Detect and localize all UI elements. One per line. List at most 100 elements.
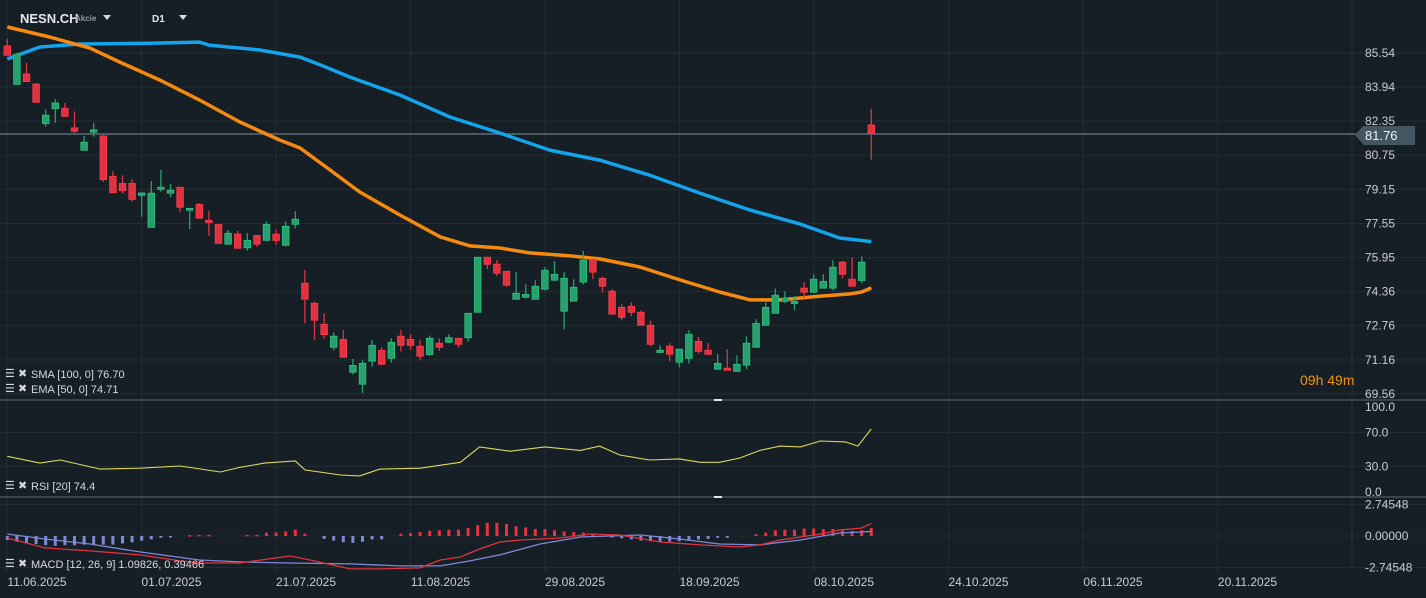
macd-histogram-bar bbox=[418, 531, 422, 536]
date-tick-label: 11.08.2025 bbox=[411, 575, 470, 589]
candle bbox=[493, 259, 501, 276]
candle-body bbox=[560, 277, 568, 312]
candle bbox=[99, 134, 107, 182]
candle bbox=[22, 63, 31, 82]
candle bbox=[579, 251, 587, 285]
macd-histogram-bar bbox=[725, 536, 729, 538]
timeframe-selector[interactable]: D1 bbox=[152, 14, 165, 25]
macd-histogram-bar bbox=[399, 533, 403, 536]
rsi-label: RSI [20] 74.4 bbox=[31, 481, 95, 493]
macd-histogram-bar bbox=[245, 534, 249, 537]
price-tick-label: 71.16 bbox=[1365, 353, 1395, 367]
price-tick-label: 74.36 bbox=[1365, 285, 1395, 299]
macd-histogram-bar bbox=[101, 536, 105, 545]
macd-histogram-bar bbox=[92, 536, 96, 545]
candle-body bbox=[646, 324, 655, 345]
macd-histogram-bar bbox=[265, 532, 268, 536]
pane-resize-handle[interactable] bbox=[714, 496, 722, 498]
macd-histogram-bar bbox=[697, 536, 700, 540]
macd-histogram-bar bbox=[25, 536, 28, 543]
candle bbox=[762, 302, 770, 326]
settings-icon[interactable]: ☰ bbox=[5, 480, 15, 492]
macd-histogram-bar bbox=[476, 525, 480, 536]
ema-line bbox=[6, 25, 872, 302]
candle-body bbox=[714, 362, 722, 370]
legend-ema: ☰ ✖ EMA [50, 0] 74.71 bbox=[5, 383, 118, 396]
macd-histogram-bar bbox=[533, 529, 537, 536]
candle-body bbox=[262, 223, 271, 241]
rsi-pane bbox=[7, 428, 872, 477]
price-axis[interactable]: 85.54 83.94 82.35 80.75 79.15 77.55 75.95 74.36… bbox=[1365, 46, 1413, 575]
candle-body bbox=[272, 233, 280, 241]
price-tick-label: 72.76 bbox=[1365, 319, 1395, 333]
pane-resize-handle[interactable] bbox=[714, 399, 722, 401]
macd-histogram-bar bbox=[293, 529, 297, 536]
candle-body bbox=[570, 286, 578, 302]
candle bbox=[425, 335, 434, 356]
remove-icon[interactable]: ✖ bbox=[18, 480, 27, 492]
macd-histogram-bar bbox=[773, 530, 777, 536]
macd-histogram-bar bbox=[706, 536, 710, 539]
candle bbox=[560, 272, 568, 330]
candle bbox=[714, 354, 722, 370]
sma-line bbox=[6, 40, 872, 244]
rsi-tick-label: 70.0 bbox=[1365, 426, 1389, 440]
macd-histogram-bar bbox=[457, 529, 460, 536]
candle bbox=[723, 349, 731, 371]
candle-body bbox=[627, 305, 635, 313]
macd-histogram-bar bbox=[284, 531, 288, 536]
candle-body bbox=[214, 223, 223, 244]
settings-icon[interactable]: ☰ bbox=[5, 558, 15, 570]
candle bbox=[137, 192, 146, 217]
macd-tick-label: 0.00000 bbox=[1365, 529, 1409, 543]
candle bbox=[416, 340, 424, 361]
candle bbox=[502, 270, 511, 287]
candle-body bbox=[848, 278, 856, 287]
remove-icon[interactable]: ✖ bbox=[18, 368, 27, 380]
candle-body bbox=[147, 192, 155, 228]
candle bbox=[550, 261, 559, 281]
candle bbox=[858, 256, 866, 284]
candle bbox=[90, 122, 98, 137]
macd-histogram-bar bbox=[207, 534, 211, 537]
settings-icon[interactable]: ☰ bbox=[5, 383, 15, 395]
macd-histogram-bar bbox=[629, 536, 633, 540]
candle bbox=[42, 109, 50, 127]
candle bbox=[243, 233, 251, 251]
symbol-dropdown-icon[interactable] bbox=[103, 15, 111, 20]
date-tick-label: 06.11.2025 bbox=[1083, 575, 1142, 589]
candle bbox=[272, 229, 280, 245]
candle bbox=[13, 52, 21, 85]
candle bbox=[771, 288, 779, 314]
macd-histogram-bar bbox=[322, 536, 326, 539]
candle-body bbox=[464, 312, 472, 339]
date-tick-label: 20.11.2025 bbox=[1218, 575, 1277, 589]
candle-body bbox=[358, 362, 367, 385]
ema-label: EMA [50, 0] 74.71 bbox=[31, 384, 118, 396]
candle bbox=[435, 338, 443, 351]
macd-tick-label: -2.74548 bbox=[1365, 561, 1413, 575]
settings-icon[interactable]: ☰ bbox=[5, 368, 15, 380]
candle-body bbox=[233, 233, 242, 249]
candle-body bbox=[512, 292, 520, 300]
candle bbox=[618, 304, 626, 321]
candle bbox=[790, 296, 799, 311]
candle bbox=[176, 186, 184, 212]
candle bbox=[118, 175, 127, 194]
candle-body bbox=[118, 182, 127, 192]
remove-icon[interactable]: ✖ bbox=[18, 558, 27, 570]
time-axis[interactable]: 11.06.2025 01.07.2025 21.07.2025 11.08.2025… bbox=[7, 575, 1277, 589]
symbol-name[interactable]: NESN.CH bbox=[20, 11, 79, 26]
macd-histogram-bar bbox=[255, 534, 259, 537]
candle-body bbox=[771, 294, 779, 314]
candle-body bbox=[320, 323, 328, 336]
macd-histogram-bar bbox=[687, 536, 691, 541]
candle-body bbox=[205, 219, 213, 224]
candle-body bbox=[70, 127, 79, 132]
macd-histogram-bar bbox=[716, 536, 720, 538]
remove-icon[interactable]: ✖ bbox=[18, 383, 27, 395]
rsi-line bbox=[7, 428, 872, 477]
timeframe-dropdown-icon[interactable] bbox=[179, 15, 187, 20]
price-tick-label: 77.55 bbox=[1365, 217, 1395, 231]
